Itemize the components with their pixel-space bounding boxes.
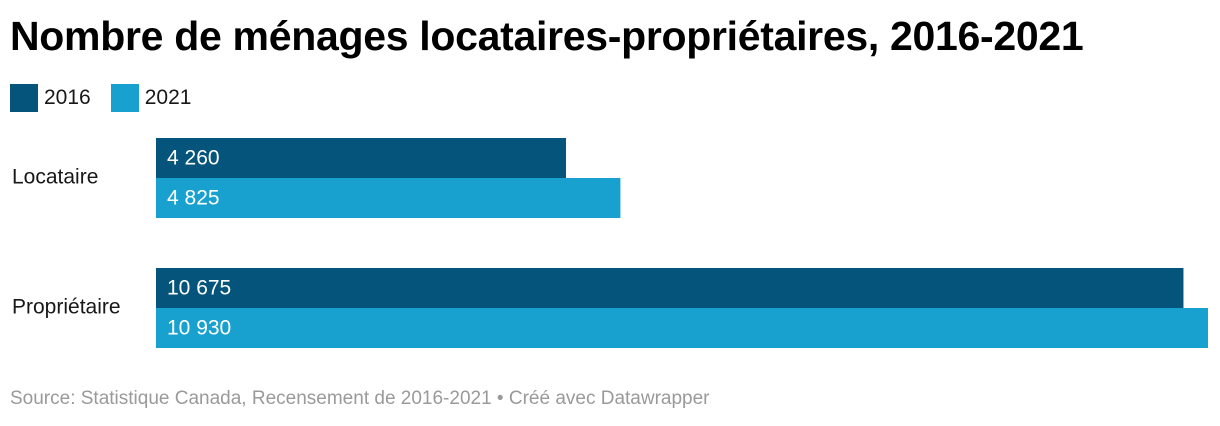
source-note: Source: Statistique Canada, Recensement … xyxy=(10,388,710,409)
legend-swatch-2021 xyxy=(110,84,139,112)
bar-proprietaire-2016 xyxy=(156,268,1184,308)
bar-locataire-2021 xyxy=(156,178,621,218)
bar-locataire-2016 xyxy=(156,138,567,178)
chart-title: Nombre de ménages locataires-propriétair… xyxy=(10,13,1084,59)
bar-value-label-proprietaire-2016: 10 675 xyxy=(167,277,231,300)
legend-label-2021: 2021 xyxy=(144,86,192,109)
legend-swatch-2016 xyxy=(10,84,38,112)
category-label-locataire: Locataire xyxy=(12,166,98,189)
legend-label-2016: 2016 xyxy=(44,86,91,109)
bar-value-label-proprietaire-2021: 10 930 xyxy=(167,317,231,340)
bar-value-label-locataire-2016: 4 260 xyxy=(167,147,220,170)
legend-item-2021: 2021 xyxy=(110,84,192,112)
bar-value-label-locataire-2021: 4 825 xyxy=(167,187,220,210)
legend-item-2016: 2016 xyxy=(10,84,91,112)
bar-proprietaire-2021 xyxy=(156,308,1208,348)
category-label-proprietaire: Propriétaire xyxy=(12,296,121,319)
legend: 2016 2021 xyxy=(10,84,211,112)
